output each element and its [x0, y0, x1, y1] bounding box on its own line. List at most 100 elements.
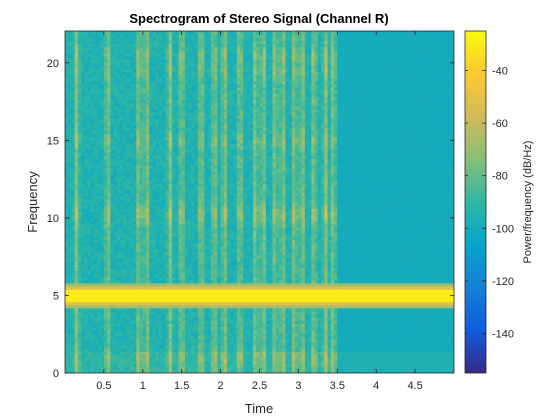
heatmap-cell [71, 208, 76, 212]
heatmap-cell [152, 34, 157, 38]
heatmap-cell [175, 71, 180, 76]
heatmap-cell [175, 242, 180, 247]
heatmap-cell [103, 142, 108, 147]
heatmap-cell [175, 295, 180, 299]
heatmap-cell [139, 202, 144, 206]
heatmap-cell [97, 93, 102, 97]
heatmap-cell [155, 170, 160, 175]
heatmap-cell [77, 189, 82, 194]
heatmap-cell [65, 320, 69, 324]
heatmap-cell [68, 357, 73, 362]
heatmap-cell [139, 52, 144, 57]
heatmap-cell [126, 211, 131, 216]
heatmap-cell [178, 177, 183, 181]
heatmap-cell [146, 351, 150, 355]
heatmap-cell [100, 276, 105, 281]
heatmap-cell [129, 304, 134, 309]
heatmap-cell [90, 360, 95, 365]
heatmap-cell [178, 264, 183, 268]
heatmap-cell [194, 226, 199, 231]
heatmap-cell [171, 310, 176, 315]
heatmap-cell [191, 332, 196, 337]
heatmap-cell [84, 360, 89, 365]
heatmap-cell [94, 248, 99, 253]
heatmap-cell [90, 338, 95, 343]
heatmap-cell [207, 251, 212, 256]
heatmap-cell [136, 183, 141, 188]
heatmap-cell [97, 124, 102, 128]
heatmap-cell [116, 264, 121, 268]
heatmap-cell [123, 348, 128, 352]
heatmap-cell [204, 124, 209, 128]
heatmap-cell [123, 167, 128, 172]
heatmap-cell [149, 338, 154, 343]
heatmap-cell [184, 114, 189, 119]
heatmap-cell [159, 155, 163, 160]
heatmap-cell [74, 198, 79, 203]
heatmap-cell [194, 68, 199, 73]
heatmap-cell [155, 301, 160, 306]
heatmap-cell [136, 261, 141, 265]
heatmap-cell [171, 307, 176, 312]
heatmap-cell [110, 205, 115, 209]
heatmap-cell [181, 341, 186, 346]
heatmap-cell [129, 239, 134, 244]
heatmap-cell [152, 348, 157, 352]
heatmap-cell [204, 214, 209, 219]
heatmap-cell [90, 369, 95, 373]
heatmap-cell [146, 248, 150, 253]
heatmap-cell [171, 71, 176, 76]
heatmap-cell [146, 86, 150, 91]
heatmap-cell [207, 83, 212, 88]
heatmap-cell [120, 345, 124, 349]
heatmap-cell [188, 37, 193, 41]
heatmap-cell [71, 102, 76, 107]
heatmap-cell [171, 186, 176, 191]
heatmap-cell [133, 239, 137, 244]
heatmap-cell [181, 71, 186, 76]
heatmap-cell [136, 295, 141, 299]
heatmap-cell [97, 198, 102, 203]
heatmap-cell [197, 189, 202, 194]
heatmap-cell [107, 292, 111, 296]
heatmap-cell [90, 161, 95, 166]
heatmap-cell [110, 49, 115, 54]
heatmap-cell [165, 40, 170, 45]
heatmap-cell [152, 86, 157, 91]
heatmap-cell [87, 74, 92, 79]
heatmap-cell [184, 341, 189, 346]
heatmap-cell [116, 170, 121, 175]
heatmap-cell [194, 96, 199, 100]
heatmap-cell [97, 223, 102, 228]
heatmap-cell [207, 49, 212, 54]
heatmap-cell [133, 270, 137, 275]
heatmap-cell [146, 254, 150, 259]
heatmap-cell [126, 80, 131, 85]
heatmap-cell [87, 71, 92, 76]
heatmap-cell [123, 369, 128, 373]
heatmap-cell [168, 186, 173, 191]
heatmap-cells [65, 31, 454, 373]
heatmap-cell [149, 369, 154, 373]
heatmap-cell [162, 195, 167, 200]
heatmap-cell [100, 77, 105, 82]
heatmap-cell [207, 307, 212, 312]
heatmap-cell [71, 80, 76, 85]
heatmap-cell [149, 220, 154, 225]
heatmap-cell [100, 52, 105, 57]
heatmap-cell [81, 279, 86, 284]
heatmap-cell [65, 313, 69, 318]
heatmap-cell [207, 357, 212, 362]
heatmap-cell [74, 363, 79, 368]
heatmap-cell [81, 195, 86, 200]
heatmap-cell [116, 267, 121, 271]
heatmap-cell [197, 208, 202, 212]
heatmap-cell [84, 198, 89, 203]
heatmap-cell [197, 239, 202, 244]
heatmap-cell [74, 183, 79, 188]
heatmap-cell [162, 111, 167, 116]
heatmap-cell [181, 276, 186, 281]
heatmap-cell [126, 357, 131, 362]
heatmap-cell [87, 31, 92, 35]
heatmap-cell [120, 251, 124, 256]
